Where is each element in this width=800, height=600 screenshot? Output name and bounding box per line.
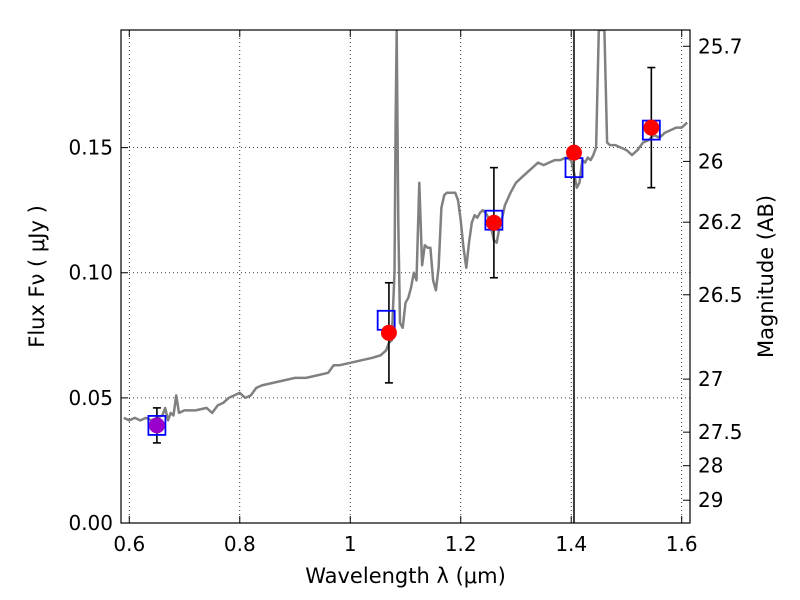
x-tick-label: 0.6 (113, 532, 145, 556)
x-axis-label: Wavelength λ (μm) (305, 564, 506, 588)
y-tick-label: 0.05 (68, 386, 113, 410)
x-tick-label: 0.8 (224, 532, 256, 556)
error-bars (152, 66, 656, 444)
plot-frame (120, 29, 691, 524)
tick-labels: 0.6 0.8 1 1.2 1.4 1.6 0.00 0.05 0.10 0.15 25.7 26 26… (68, 34, 742, 556)
observed-point (380, 324, 397, 341)
y2-tick-label: 27.5 (698, 420, 743, 444)
y2-tick-label: 27 (698, 367, 723, 391)
x-tick-label: 1.2 (445, 532, 477, 556)
y2-axis-label: Magnitude (AB) (754, 195, 778, 358)
model-photometry-squares (147, 119, 661, 436)
x-tick-label: 1.4 (555, 532, 587, 556)
y-axis-label: Flux Fν ( μJy ) (25, 205, 49, 348)
y2-tick-label: 26.2 (698, 210, 743, 234)
axis-ticks (121, 30, 690, 524)
x-tick-label: 1 (344, 532, 357, 556)
observed-points (148, 119, 660, 434)
observed-point (485, 214, 502, 231)
y2-tick-label: 26.5 (698, 283, 743, 307)
y2-tick-label: 25.7 (698, 34, 743, 58)
y2-tick-label: 28 (698, 454, 723, 478)
spectrum-line (123, 30, 689, 422)
observed-point (565, 144, 582, 161)
model-spectrum (123, 30, 689, 422)
y2-tick-label: 29 (698, 488, 723, 512)
y-tick-label: 0.15 (68, 136, 113, 160)
observed-point (148, 417, 165, 434)
model-square (147, 415, 167, 436)
grid-lines (121, 30, 690, 524)
observed-point (643, 119, 660, 136)
x-tick-label: 1.6 (666, 532, 698, 556)
y2-tick-label: 26 (698, 149, 723, 173)
y-tick-label: 0.00 (68, 511, 113, 535)
y-tick-label: 0.10 (68, 261, 113, 285)
